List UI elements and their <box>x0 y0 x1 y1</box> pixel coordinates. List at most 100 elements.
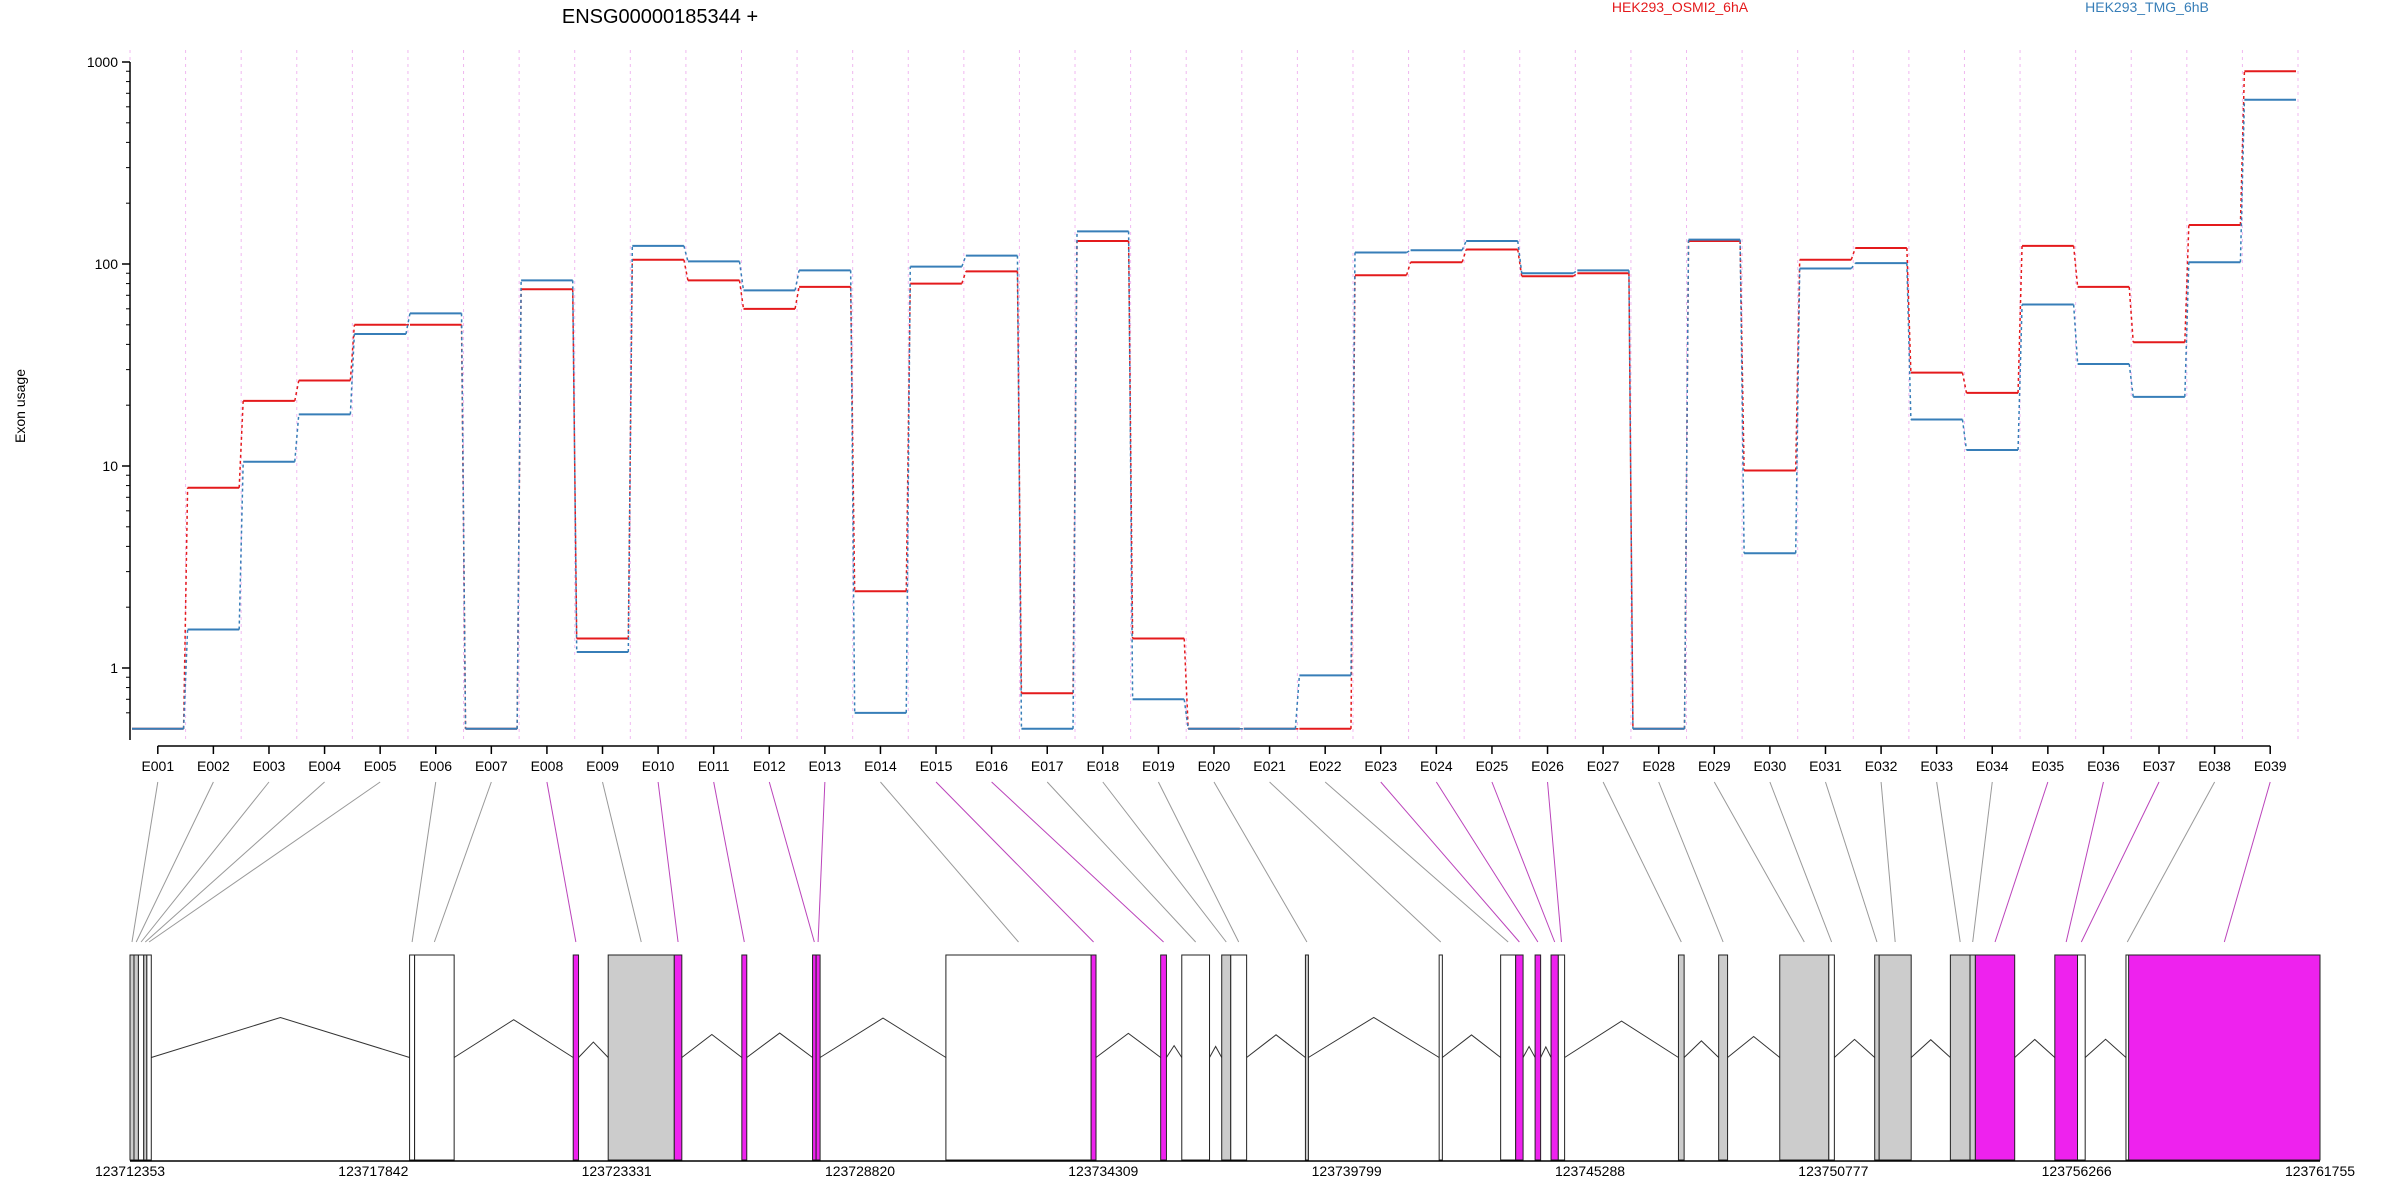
series-transition <box>2017 304 2023 451</box>
exon-box <box>1090 954 1097 1161</box>
exon-connector <box>1547 781 1562 943</box>
exon-connector <box>1324 781 1509 943</box>
series-lines <box>132 70 2296 730</box>
exon-box <box>1515 954 1524 1161</box>
intron-line <box>2084 1038 2127 1058</box>
series-transition <box>1127 240 1134 639</box>
x-tick-label: E011 <box>698 758 730 774</box>
legend: HEK293_OSMI2_6hA HEK293_TMG_6hB <box>1612 0 2209 15</box>
legend-series-b: HEK293_TMG_6hB <box>2085 0 2209 15</box>
y-tick-label: 1000 <box>87 54 118 70</box>
x-tick-label: E029 <box>1698 758 1731 774</box>
genomic-axis: 123712353 123717842 123723331 123728820 1237… <box>95 1160 2355 1179</box>
series-transition <box>2184 262 2190 397</box>
series-transition <box>1572 272 1578 277</box>
x-tick-label: E014 <box>864 758 897 774</box>
genomic-tick-label: 123728820 <box>825 1163 895 1179</box>
x-tick-label: E009 <box>586 758 619 774</box>
y-axis: 1000 100 10 1 <box>87 54 131 740</box>
exon-box <box>2054 954 2079 1161</box>
exon-connectors <box>131 781 2271 943</box>
exon-connector <box>2080 781 2160 943</box>
x-tick-label: E006 <box>419 758 452 774</box>
exon-box <box>1500 954 1517 1161</box>
series-transition <box>905 266 912 713</box>
x-tick-label: E034 <box>1976 758 2009 774</box>
intron-line <box>2014 1038 2056 1058</box>
series-transition <box>1350 252 1356 676</box>
genomic-tick-label: 123723331 <box>582 1163 652 1179</box>
x-tick-label: E003 <box>253 758 286 774</box>
genomic-tick-label: 123756266 <box>2042 1163 2112 1179</box>
series-transition <box>571 289 578 639</box>
intron-line <box>1166 1044 1183 1058</box>
exon-box <box>945 954 1092 1161</box>
exon-box <box>1534 954 1542 1161</box>
x-tick-label: E001 <box>141 758 174 774</box>
series-transition <box>794 286 800 309</box>
exon-box <box>673 954 683 1161</box>
y-tick-label: 100 <box>95 256 119 272</box>
exon-connector <box>2065 781 2104 943</box>
x-tick-label: E008 <box>531 758 564 774</box>
exon-connector <box>1994 781 2049 943</box>
intron-line <box>1095 1032 1161 1058</box>
series-transition <box>1461 249 1467 263</box>
series-transition <box>1405 262 1412 276</box>
x-tick-label: E026 <box>1531 758 1564 774</box>
series-transition <box>738 261 745 291</box>
exon-box <box>812 954 817 1161</box>
intron-line <box>1540 1045 1552 1058</box>
series-transition <box>961 271 967 284</box>
series-transition <box>1628 270 1634 729</box>
intron-line <box>1834 1038 1876 1058</box>
x-tick-label: E020 <box>1198 758 1231 774</box>
x-tick-label: E004 <box>308 758 341 774</box>
exon-box <box>741 954 748 1161</box>
exon-connector <box>2223 781 2271 943</box>
series-transition <box>182 629 189 729</box>
exon-box <box>146 954 152 1161</box>
x-tick-label: E017 <box>1031 758 1064 774</box>
exon-connector <box>1972 781 1993 943</box>
series-transition <box>571 280 578 653</box>
exon-box <box>1304 954 1309 1161</box>
series-transition <box>1461 240 1467 251</box>
series-transition <box>961 255 967 267</box>
series-transition <box>1628 273 1634 729</box>
series-transition <box>683 245 689 262</box>
exon-connector <box>131 781 159 943</box>
series-transition <box>2072 245 2079 288</box>
series-transition <box>1906 247 1912 373</box>
x-tick-label: E023 <box>1364 758 1397 774</box>
exon-box <box>133 954 139 1161</box>
intron-line <box>746 1032 813 1058</box>
series-transition <box>738 280 745 309</box>
exon-box <box>1949 954 1971 1161</box>
x-tick-label: E024 <box>1420 758 1453 774</box>
exon-connector <box>1936 781 1961 943</box>
y-axis-label: Exon usage <box>12 369 28 443</box>
exon-connector <box>1102 781 1227 943</box>
exon-connector <box>144 781 325 943</box>
series-transition <box>1961 419 1968 451</box>
intron-line <box>1564 1020 1679 1058</box>
exon-connector <box>713 781 745 943</box>
intron-line <box>1522 1045 1536 1058</box>
exon-connector <box>2126 781 2216 943</box>
genomic-tick-label: 123717842 <box>338 1163 408 1179</box>
exon-connector <box>1046 781 1197 943</box>
x-tick-label: E038 <box>2198 758 2231 774</box>
series-transition <box>516 280 522 729</box>
exon-connector <box>991 781 1164 943</box>
series-transition <box>2239 71 2246 226</box>
intron-line <box>1442 1034 1501 1058</box>
intron-line <box>819 1017 947 1058</box>
y-tick-label: 1 <box>110 660 118 676</box>
exon-box <box>129 954 135 1161</box>
x-tick-label: E012 <box>753 758 786 774</box>
x-tick-label: E025 <box>1476 758 1509 774</box>
exon-box <box>1718 954 1729 1161</box>
exon-connector <box>1213 781 1308 943</box>
exon-box <box>1878 954 1912 1161</box>
